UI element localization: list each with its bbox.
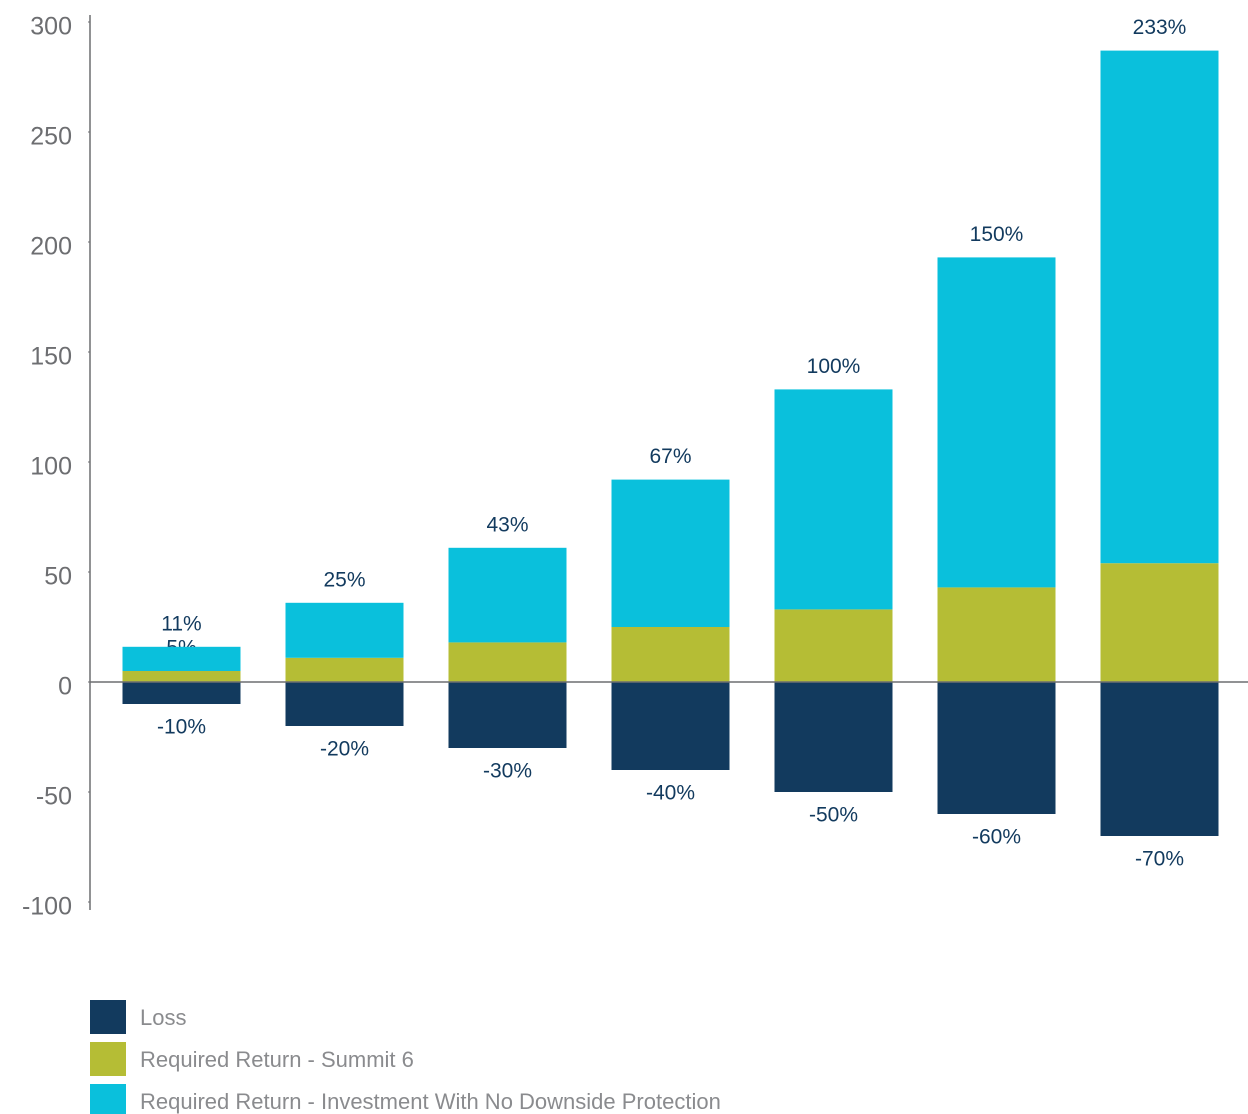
bar-segment [1100, 50, 1219, 564]
bar-segment [774, 682, 893, 792]
data-label: 43% [486, 513, 528, 536]
y-tick-label: 0 [58, 673, 72, 701]
bar-segment [448, 682, 567, 748]
bar-segment [285, 682, 404, 726]
y-tick-label: -50 [36, 783, 72, 811]
legend-label: Loss [140, 1005, 186, 1030]
legend-label: Required Return - Summit 6 [140, 1047, 414, 1072]
bar-segment [937, 682, 1056, 814]
bar-segment [122, 682, 241, 704]
y-tick-label: 250 [30, 123, 72, 151]
bar-segment [611, 627, 730, 682]
data-label: -50% [809, 804, 858, 827]
bar-segment [448, 547, 567, 643]
bar-segment [1100, 563, 1219, 682]
bar-segment [1100, 682, 1219, 836]
y-tick-label: 100 [30, 453, 72, 481]
bar-segment [611, 682, 730, 770]
y-tick-label: 200 [30, 233, 72, 261]
legend-label: Required Return - Investment With No Dow… [140, 1089, 721, 1114]
data-label: -60% [972, 826, 1021, 849]
bar-segment [285, 602, 404, 658]
bar-segment [774, 609, 893, 682]
data-label: 150% [970, 223, 1024, 246]
bar-segment [448, 642, 567, 682]
bar-segment [611, 479, 730, 627]
data-label: 11% [161, 612, 201, 635]
legend-swatch [90, 1084, 126, 1114]
data-label: -40% [646, 782, 695, 805]
data-label: -20% [320, 738, 369, 761]
legend-swatch [90, 1000, 126, 1034]
data-label: -30% [483, 760, 532, 783]
y-tick-label: 50 [44, 563, 72, 591]
bar-segment [285, 657, 404, 682]
y-tick-label: 150 [30, 343, 72, 371]
bar-segment [122, 646, 241, 671]
data-label: 100% [807, 355, 861, 378]
bar-segment [122, 671, 241, 682]
data-label: 67% [649, 445, 691, 468]
bar-segment [774, 389, 893, 610]
data-label: -70% [1135, 848, 1184, 871]
bar-segment [937, 587, 1056, 682]
data-label: -10% [157, 716, 206, 739]
y-tick-label: 300 [30, 13, 72, 41]
legend-swatch [90, 1042, 126, 1076]
data-label: 25% [323, 568, 365, 591]
y-tick-label: -100 [22, 893, 72, 921]
data-label: 233% [1133, 16, 1187, 39]
bar-segment [937, 257, 1056, 588]
